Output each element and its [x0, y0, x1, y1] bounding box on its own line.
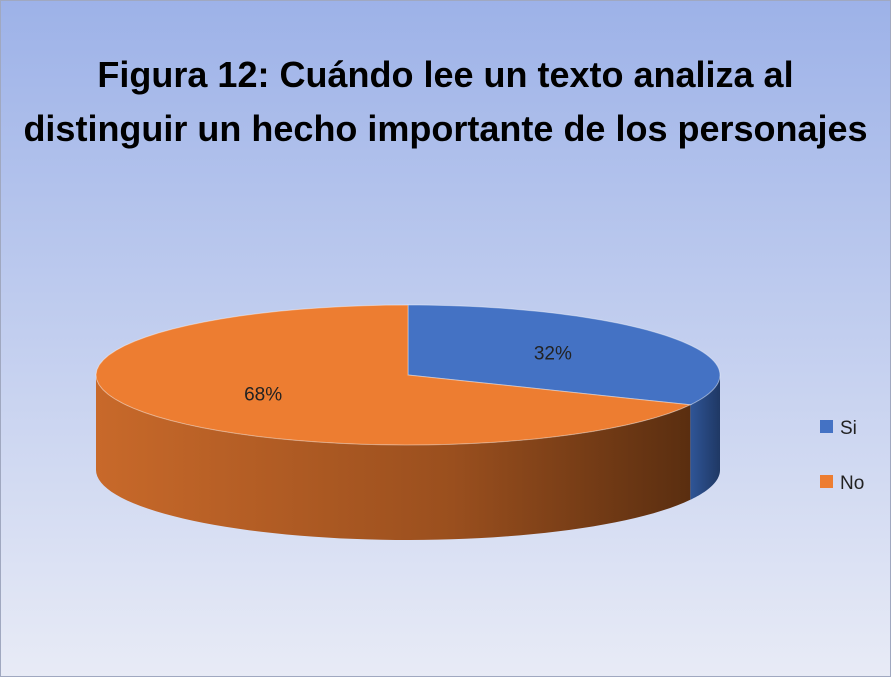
legend-label: Si	[840, 418, 857, 439]
pie-slice	[95, 304, 693, 540]
pie-slice	[407, 304, 721, 500]
legend-swatch	[820, 420, 833, 433]
slice-top	[407, 304, 721, 406]
slice-side	[690, 375, 720, 500]
legend-label: No	[840, 473, 864, 494]
slice-side	[96, 375, 691, 540]
chart-title: Figura 12: Cuándo lee un texto analiza a…	[23, 54, 868, 149]
legend-swatch	[820, 475, 833, 488]
data-label: 68%	[244, 385, 282, 406]
data-label: 32%	[534, 343, 572, 364]
slice-top	[95, 304, 693, 446]
